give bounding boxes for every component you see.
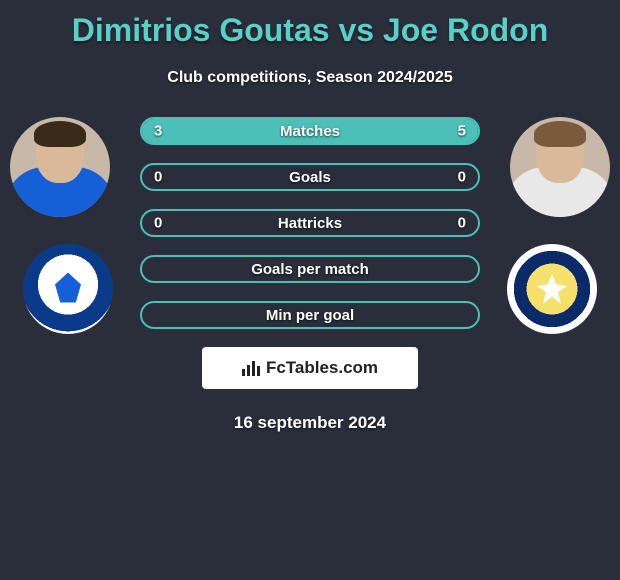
club-left-crest (23, 244, 113, 334)
comparison-content: 3 Matches 5 0 Goals 0 0 Hattricks 0 Goal… (0, 117, 620, 433)
stat-value-left: 0 (154, 215, 162, 232)
club-right-crest (507, 244, 597, 334)
stat-value-right: 0 (458, 215, 466, 232)
comparison-subtitle: Club competitions, Season 2024/2025 (0, 69, 620, 87)
stat-row-goals-per-match: Goals per match (140, 255, 480, 283)
stat-value-left: 3 (154, 123, 162, 140)
stat-value-left: 0 (154, 169, 162, 186)
stat-value-right: 5 (458, 123, 466, 140)
infographic-date: 16 september 2024 (0, 413, 620, 433)
stat-row-hattricks: 0 Hattricks 0 (140, 209, 480, 237)
stat-row-goals: 0 Goals 0 (140, 163, 480, 191)
stat-label: Min per goal (266, 307, 354, 324)
stat-label: Goals (289, 169, 331, 186)
branding-badge: FcTables.com (202, 347, 418, 389)
stat-label: Goals per match (251, 261, 369, 278)
comparison-title: Dimitrios Goutas vs Joe Rodon (0, 0, 620, 49)
stat-row-min-per-goal: Min per goal (140, 301, 480, 329)
stat-value-right: 0 (458, 169, 466, 186)
player-right-avatar (510, 117, 610, 217)
player-left-avatar (10, 117, 110, 217)
bar-chart-icon (242, 360, 260, 376)
stat-label: Hattricks (278, 215, 342, 232)
stat-row-matches: 3 Matches 5 (140, 117, 480, 145)
stat-label: Matches (280, 123, 340, 140)
stat-bars: 3 Matches 5 0 Goals 0 0 Hattricks 0 Goal… (140, 117, 480, 329)
branding-text: FcTables.com (266, 358, 378, 378)
